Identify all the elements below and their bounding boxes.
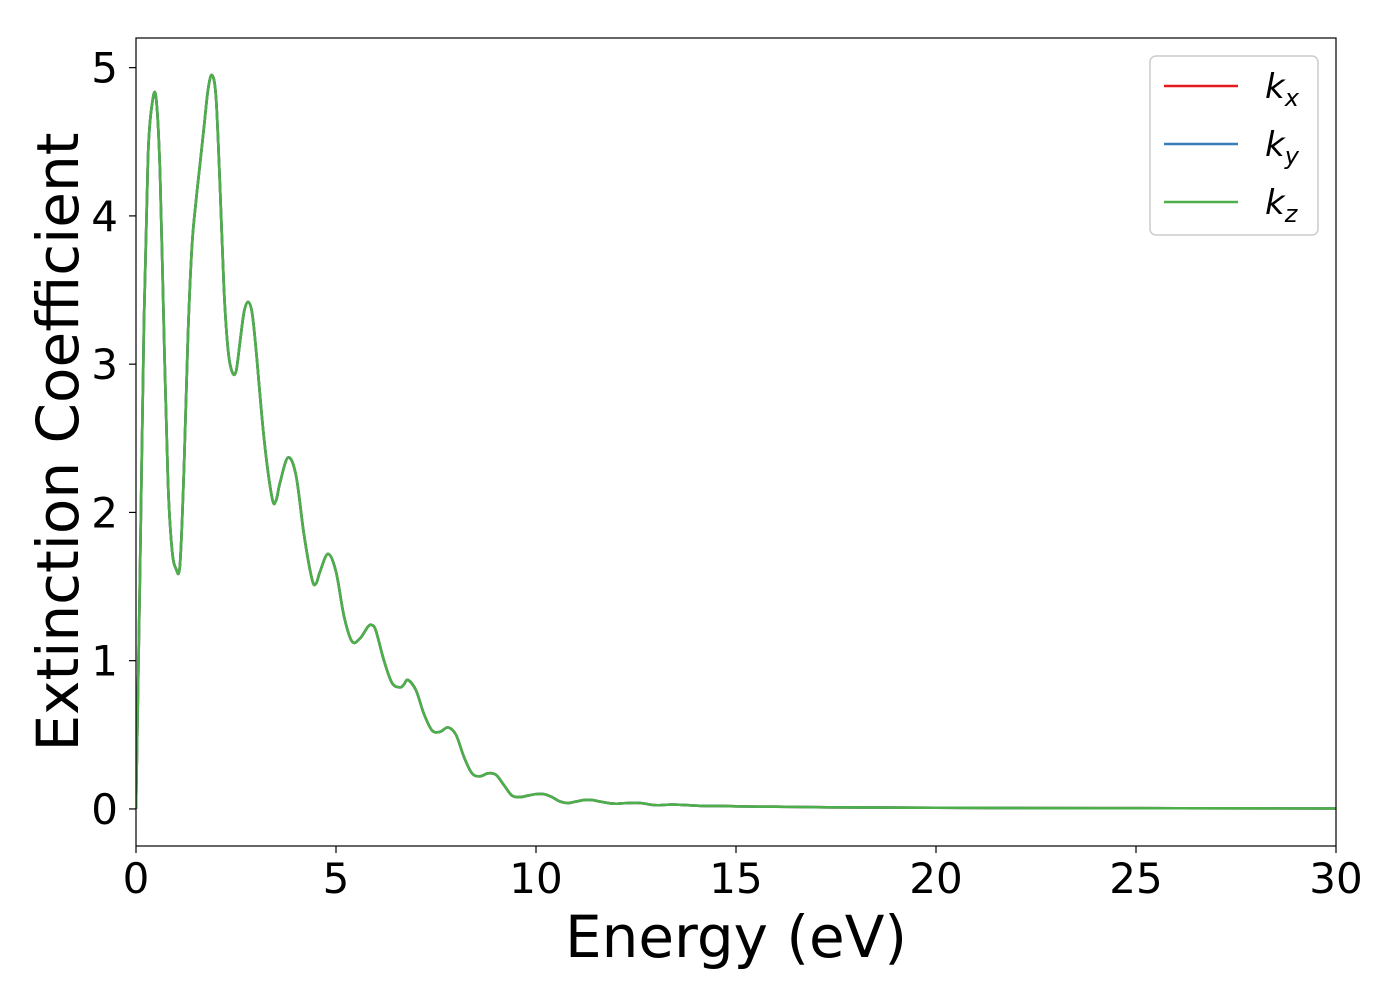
x-tick-label: 5 (323, 854, 350, 903)
y-tick-label: 3 (91, 340, 118, 389)
y-tick-label: 4 (91, 192, 118, 241)
legend-box (1149, 55, 1319, 236)
legend-label-z: kz (1265, 183, 1299, 228)
y-axis-label: Extinction Coefficient (24, 133, 92, 752)
x-tick-label: 15 (709, 854, 762, 903)
x-tick-label: 25 (1109, 854, 1162, 903)
x-axis: 0 5 10 15 20 25 30 (123, 846, 1363, 903)
x-tick-label: 30 (1309, 854, 1362, 903)
x-tick-label: 20 (909, 854, 962, 903)
x-axis-label: Energy (eV) (565, 903, 907, 971)
series-line-z (136, 73, 1336, 810)
legend-label-x: kx (1265, 67, 1300, 112)
y-tick-label: 2 (91, 488, 118, 537)
legend-label-y: ky (1265, 125, 1300, 170)
x-tick-label: 10 (509, 854, 562, 903)
legend: kx ky kz (1149, 55, 1319, 236)
series-layer (136, 73, 1336, 810)
y-tick-label: 5 (91, 44, 118, 93)
y-axis: 0 1 2 3 4 5 (91, 44, 136, 834)
y-tick-label: 0 (91, 785, 118, 834)
x-tick-label: 0 (123, 854, 150, 903)
y-tick-label: 1 (91, 637, 118, 686)
